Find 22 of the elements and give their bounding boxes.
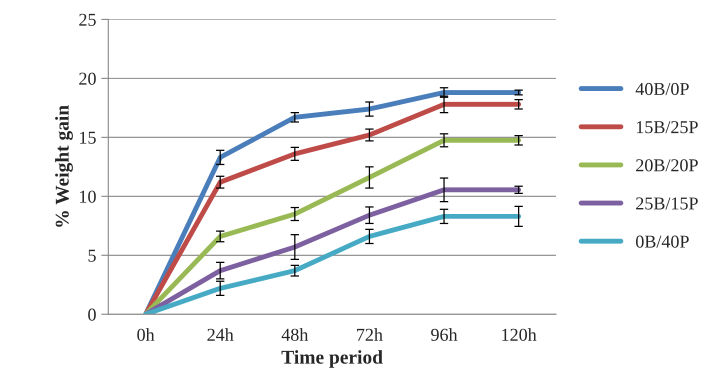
y-axis-title: % Weight gain: [55, 105, 73, 227]
y-tick-label: 10: [80, 190, 96, 203]
y-tick-label: 15: [80, 132, 96, 144]
y-tick-label: 0: [88, 308, 96, 321]
legend-label: 25B/15P: [636, 197, 698, 210]
x-tick-label: 48h: [282, 328, 308, 341]
line-series: [143, 214, 522, 314]
legend-label: 0B/40P: [636, 236, 689, 248]
x-tick-label: 96h: [431, 328, 458, 341]
x-tick-label: 0h: [137, 328, 154, 341]
line-series: [143, 138, 522, 314]
legend-label: 15B/25P: [636, 121, 698, 134]
legend-label: 40B/0P: [636, 82, 689, 96]
x-axis-title: Time period: [282, 350, 383, 368]
x-tick-label: 72h: [357, 328, 383, 341]
y-tick-label: 25: [79, 14, 96, 26]
y-tick-label: 20: [79, 72, 96, 85]
x-tick-label: 120h: [502, 328, 536, 341]
y-tick-label: 5: [88, 250, 96, 262]
x-tick-label: 24h: [207, 328, 234, 341]
line-series: [143, 187, 522, 314]
legend-label: 20B/20P: [636, 159, 698, 172]
